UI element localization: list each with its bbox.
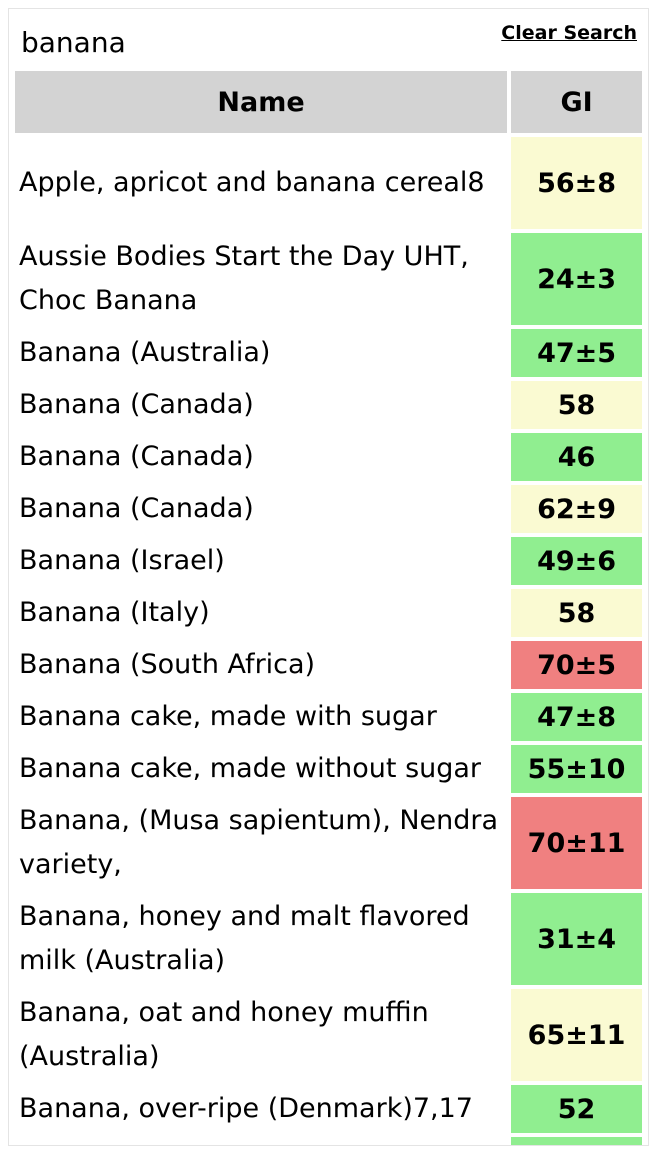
app-frame: Clear Search Name GI Apple, apricot and … bbox=[8, 8, 649, 1146]
gi-value: 58 bbox=[507, 381, 642, 429]
food-name: Banana (Australia) bbox=[19, 337, 271, 368]
food-name: Banana, over-ripe (Denmark)7,17 bbox=[19, 1093, 473, 1124]
search-bar: Clear Search bbox=[9, 9, 648, 67]
food-name: Banana (Canada) bbox=[19, 441, 254, 472]
gi-value: 70±5 bbox=[507, 641, 642, 689]
food-name: Banana (Canada) bbox=[19, 493, 254, 524]
table-row[interactable]: Banana (Canada) 58 bbox=[15, 381, 642, 429]
gi-table: Name GI Apple, apricot and banana cereal… bbox=[15, 67, 642, 1145]
food-name: Banana, honey and malt flavored milk (Au… bbox=[19, 901, 470, 976]
gi-column-header[interactable]: GI bbox=[507, 71, 642, 133]
food-name bbox=[15, 1137, 507, 1145]
gi-value: 24±3 bbox=[507, 233, 642, 325]
gi-value: 46 bbox=[507, 433, 642, 481]
table-row[interactable] bbox=[15, 1137, 642, 1145]
gi-value: 70±11 bbox=[507, 797, 642, 889]
food-name: Banana (Italy) bbox=[19, 597, 210, 628]
food-name: Banana (Canada) bbox=[19, 389, 254, 420]
table-row[interactable]: Banana (South Africa) 70±5 bbox=[15, 641, 642, 689]
table-row[interactable]: Banana, (Musa sapientum), Nendra variety… bbox=[15, 797, 642, 889]
gi-value: 65±11 bbox=[507, 989, 642, 1081]
gi-value: 56±8 bbox=[507, 137, 642, 229]
gi-value: 49±6 bbox=[507, 537, 642, 585]
table-row[interactable]: Banana (Israel) 49±6 bbox=[15, 537, 642, 585]
table-row[interactable]: Banana cake, made with sugar 47±8 bbox=[15, 693, 642, 741]
table-row[interactable]: Apple, apricot and banana cereal8 56±8 bbox=[15, 137, 642, 229]
table-body: Apple, apricot and banana cereal8 56±8 Aus… bbox=[15, 137, 642, 1145]
food-name: Aussie Bodies Start the Day UHT, Choc Ba… bbox=[19, 241, 469, 316]
table-row[interactable]: Aussie Bodies Start the Day UHT, Choc Ba… bbox=[15, 233, 642, 325]
table-row[interactable]: Banana (Australia) 47±5 bbox=[15, 329, 642, 377]
clear-search-link[interactable]: Clear Search bbox=[501, 22, 637, 44]
table-row[interactable]: Banana, honey and malt flavored milk (Au… bbox=[15, 893, 642, 985]
gi-value: 58 bbox=[507, 589, 642, 637]
table-row[interactable]: Banana, over-ripe (Denmark)7,17 52 bbox=[15, 1085, 642, 1133]
table-row[interactable]: Banana (Italy) 58 bbox=[15, 589, 642, 637]
food-name: Apple, apricot and banana cereal8 bbox=[19, 167, 485, 198]
food-name: Banana cake, made with sugar bbox=[19, 701, 437, 732]
gi-value: 62±9 bbox=[507, 485, 642, 533]
food-name: Banana cake, made without sugar bbox=[19, 753, 482, 784]
gi-value: 31±4 bbox=[507, 893, 642, 985]
gi-value bbox=[507, 1137, 642, 1145]
table-row[interactable]: Banana (Canada) 46 bbox=[15, 433, 642, 481]
gi-value: 47±5 bbox=[507, 329, 642, 377]
table-row[interactable]: Banana cake, made without sugar 55±10 bbox=[15, 745, 642, 793]
gi-value: 55±10 bbox=[507, 745, 642, 793]
search-input[interactable] bbox=[21, 25, 441, 59]
food-name: Banana (Israel) bbox=[19, 545, 225, 576]
table-row[interactable]: Banana, oat and honey muffin (Australia)… bbox=[15, 989, 642, 1081]
food-name: Banana, oat and honey muffin (Australia) bbox=[19, 997, 429, 1072]
table-header-row: Name GI bbox=[15, 71, 642, 133]
gi-value: 47±8 bbox=[507, 693, 642, 741]
food-name: Banana, (Musa sapientum), Nendra variety… bbox=[19, 805, 499, 880]
gi-value: 52 bbox=[507, 1085, 642, 1133]
table-row[interactable]: Banana (Canada) 62±9 bbox=[15, 485, 642, 533]
food-name: Banana (South Africa) bbox=[19, 649, 316, 680]
name-column-header[interactable]: Name bbox=[15, 71, 508, 133]
